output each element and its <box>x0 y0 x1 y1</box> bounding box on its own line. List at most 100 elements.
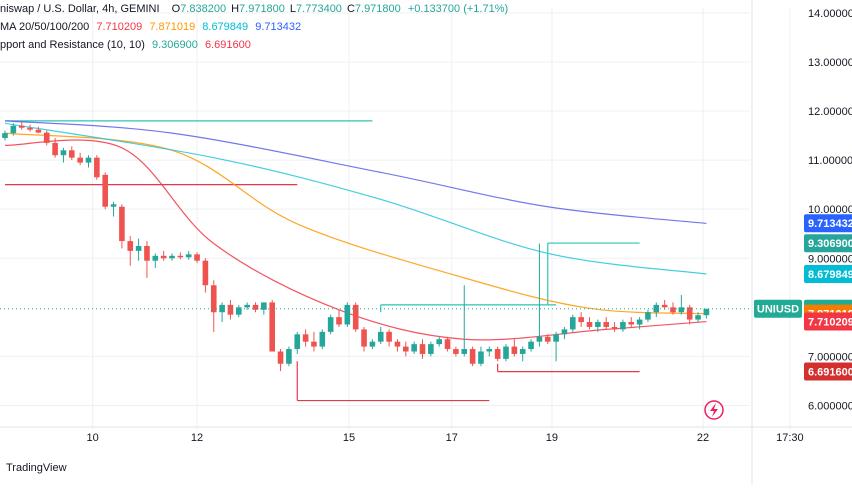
price-label-box <box>804 264 852 283</box>
candle <box>486 346 493 357</box>
grid <box>0 8 791 430</box>
candle <box>210 280 217 332</box>
symbol-badge-text: UNIUSD <box>757 304 799 316</box>
candle <box>553 331 559 362</box>
legend-sr-row: pport and Resistance (10, 10) 9.306900 6… <box>0 36 512 54</box>
candle <box>394 339 401 352</box>
price-label: 9.713432 <box>804 214 852 233</box>
candle-body <box>327 317 334 332</box>
candle-body <box>453 349 459 354</box>
candle-body <box>595 322 601 327</box>
candle-body <box>444 339 451 350</box>
support-resistance-lines <box>5 120 640 402</box>
candle <box>519 346 526 362</box>
candle-body <box>294 334 301 350</box>
candle <box>403 341 409 357</box>
price-label: 7.710209 <box>804 312 852 331</box>
ohlc-values: O7.838200 H7.971800 L7.773400 C7.971800 <box>167 3 401 15</box>
candle <box>570 314 576 332</box>
x-tick-label: 22 <box>697 432 709 444</box>
sr-label: pport and Resistance (10, 10) <box>0 39 145 51</box>
candle <box>2 130 8 141</box>
candle <box>578 312 584 327</box>
candle-body <box>102 174 108 207</box>
ohlc-key: O <box>171 3 181 15</box>
candle-body <box>553 334 559 342</box>
candle <box>453 346 459 357</box>
candle <box>636 317 643 330</box>
candle <box>695 312 701 323</box>
candle <box>94 155 100 180</box>
candle-body <box>670 307 676 313</box>
candle-body <box>236 307 242 315</box>
price-label-text: 9.306900 <box>808 238 852 250</box>
candle-body <box>603 322 609 327</box>
candle-body <box>185 254 192 258</box>
lightning-icon-ring <box>704 400 724 420</box>
candle <box>628 317 635 327</box>
candle <box>653 302 660 318</box>
ma-line-ma100 <box>4 122 707 275</box>
candle-body <box>219 304 225 313</box>
candle <box>678 295 685 315</box>
sr-high-value: 9.306900 <box>151 39 198 51</box>
candle <box>461 285 468 357</box>
candle <box>85 155 92 168</box>
ohlc-value: 7.971800 <box>239 3 285 15</box>
candle <box>327 314 334 335</box>
candle <box>152 253 159 269</box>
candle-body <box>486 349 493 352</box>
candle-body <box>645 312 651 320</box>
candle <box>386 329 392 347</box>
candle <box>595 319 601 332</box>
candle-body <box>636 319 643 325</box>
candle-body <box>352 304 359 330</box>
price-label-text: 7.710209 <box>808 317 852 329</box>
candle-body <box>503 346 509 359</box>
legend-symbol-row: niswap / U.S. Dollar, 4h, GEMINI O7.8382… <box>0 0 512 18</box>
price-label-box <box>804 214 852 233</box>
x-tick-label: 17 <box>446 432 458 444</box>
candle-body <box>152 255 159 261</box>
candle <box>586 317 593 330</box>
candle-body <box>286 349 292 364</box>
candle <box>419 339 426 359</box>
candle <box>60 147 67 163</box>
legend-ma-row: MA 20/50/100/200 7.710209 7.871019 8.679… <box>0 18 512 36</box>
price-label-text: 9.713432 <box>808 218 852 230</box>
moving-average-lines <box>4 120 707 341</box>
candle-body <box>269 302 275 352</box>
time-axis[interactable]: 10 12 15 17 19 22 17:30 <box>0 426 852 444</box>
candle <box>135 238 142 261</box>
sr-low-value: 6.691600 <box>204 39 251 51</box>
candle <box>703 308 710 319</box>
candle-body <box>661 304 668 308</box>
x-tick-label: 17:30 <box>776 432 804 444</box>
candle-body <box>144 245 150 261</box>
candle-body <box>703 308 710 316</box>
ohlc-value: 7.838200 <box>180 3 227 15</box>
candle-body <box>319 331 326 347</box>
candle-body <box>18 125 25 128</box>
candle-body <box>361 329 367 347</box>
candle-body <box>135 245 142 251</box>
candle <box>127 236 134 266</box>
ohlc-key: H <box>231 3 240 15</box>
candle-body <box>302 334 309 342</box>
candle <box>160 250 167 261</box>
candle <box>344 302 351 327</box>
candle-body <box>227 304 234 315</box>
candle <box>511 339 518 357</box>
candle-body <box>428 344 434 354</box>
price-axis[interactable]: 14.000000 13.000000 12.000000 11.000000 10.0… <box>751 0 852 485</box>
tradingview-brand[interactable]: TradingView <box>6 462 67 474</box>
candle-body <box>494 349 501 359</box>
y-tick-label: 7.000000 <box>808 351 852 363</box>
candle <box>177 252 184 260</box>
candle-body <box>511 346 518 354</box>
chart-legend: niswap / U.S. Dollar, 4h, GEMINI O7.8382… <box>0 0 512 54</box>
candle-body <box>695 315 701 320</box>
candle <box>194 252 200 264</box>
